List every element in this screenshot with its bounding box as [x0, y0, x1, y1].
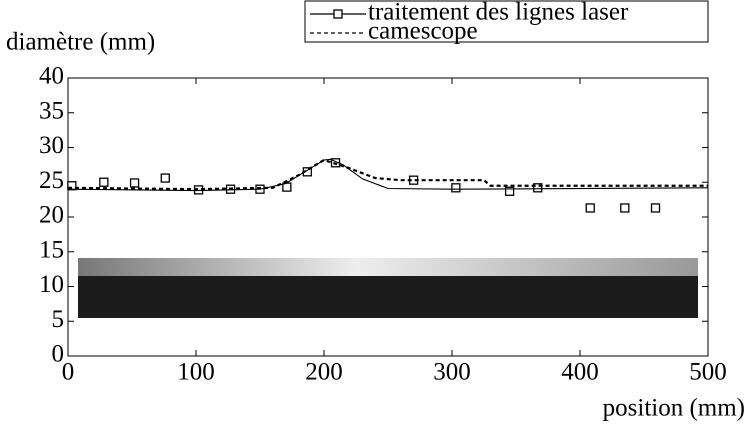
data-point: [650, 203, 661, 213]
y-tick-label: 10: [39, 271, 64, 298]
data-line: [67, 158, 708, 191]
y-tick-label: 25: [39, 167, 64, 194]
data-point: [585, 203, 595, 213]
legend: [304, 0, 709, 43]
x-tick-label: 0: [62, 359, 75, 386]
y-tick-label: 5: [52, 306, 65, 333]
y-tick-label: 30: [39, 132, 64, 159]
x-axis-label: position (mm): [603, 395, 745, 422]
y-tick-label: 40: [39, 63, 64, 90]
legend-label: traitement des lignes laser: [368, 0, 629, 26]
data-point: [160, 173, 170, 183]
x-tick-label: 200: [305, 359, 343, 386]
data-line: [67, 158, 709, 192]
data-point: [129, 178, 140, 188]
x-tick-label: 100: [177, 359, 215, 386]
data-point: [620, 203, 630, 213]
y-tick-label: 35: [39, 97, 64, 124]
data-point: [533, 183, 543, 193]
legend-label: camescope: [368, 18, 478, 45]
legend-marker: [333, 9, 343, 19]
y-tick-label: 20: [39, 202, 64, 229]
x-tick-label: 500: [689, 359, 727, 386]
data-point: [451, 183, 461, 193]
y-axis-label: diamètre (mm): [6, 29, 155, 56]
y-tick-label: 15: [39, 236, 64, 263]
data-point: [504, 186, 515, 196]
data-point: [99, 177, 109, 187]
x-tick-label: 400: [561, 359, 599, 386]
y-tick-label: 0: [52, 341, 65, 368]
x-tick-label: 300: [433, 359, 471, 386]
photo-strip: [78, 258, 698, 318]
